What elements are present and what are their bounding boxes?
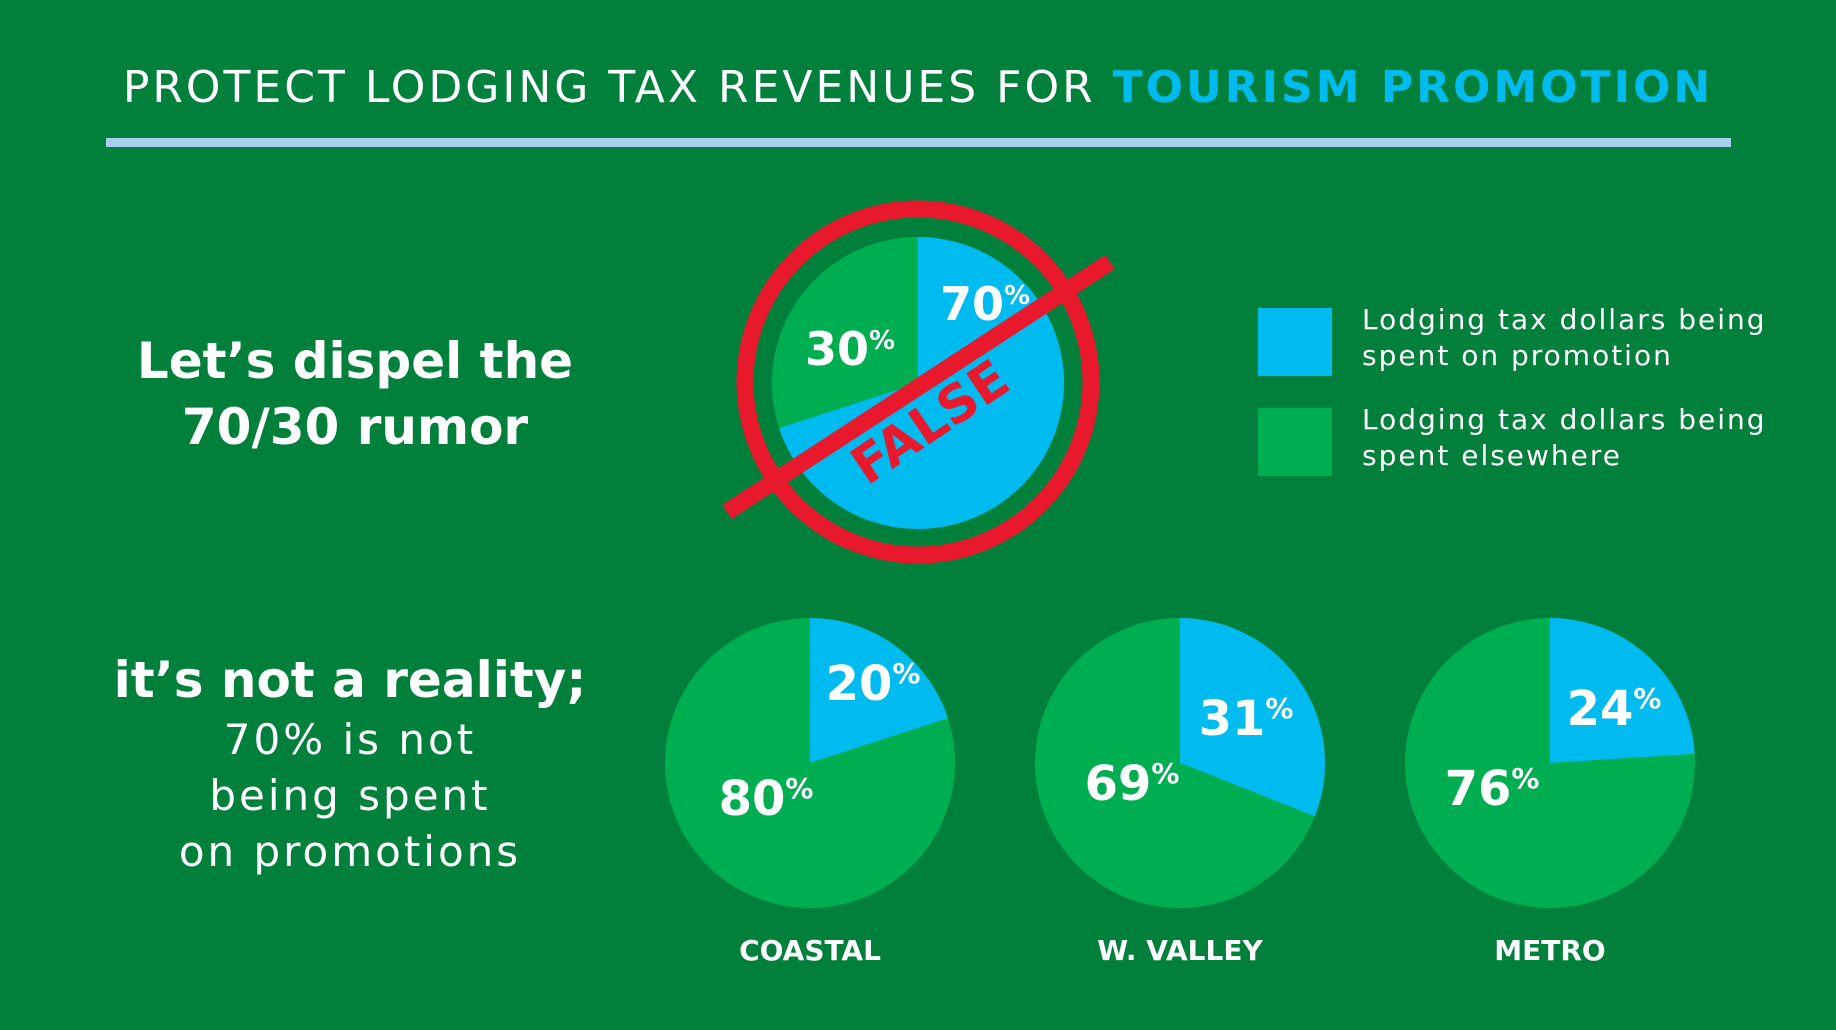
pie-title: COASTAL [739,934,881,967]
subtext-line-1: 70% is not [223,715,477,764]
legend-swatch-elsewhere [1258,408,1332,476]
legend-promotion-line-1: Lodging tax dollars being [1362,303,1767,336]
title-accent: TOURISM PROMOTION [1112,62,1714,113]
title-divider [106,138,1731,147]
slice-label-promotion: 31% [1199,691,1294,747]
page-title: PROTECT LODGING TAX REVENUES FOR TOURISM… [0,62,1836,113]
pie-w-valley: 31%69%W. VALLEY [1035,618,1325,967]
pie-metro: 24%76%METRO [1405,617,1696,967]
pie-slice-elsewhere [1035,618,1315,908]
stamp-slash [722,254,1115,520]
pie-coastal: 20%80%COASTAL [665,618,955,967]
stamp-ring [736,200,1100,564]
pie-title: METRO [1494,934,1605,967]
legend-label-promotion: Lodging tax dollars being spent on promo… [1362,302,1802,374]
pie-slice-elsewhere [771,237,918,429]
pie-slice-promotion [1550,618,1695,763]
pie-slice-elsewhere [665,618,955,908]
title-plain: PROTECT LODGING TAX REVENUES FOR [122,62,1113,113]
legend-label-elsewhere: Lodging tax dollars being spent elsewher… [1362,402,1802,474]
pie-slice-promotion [810,618,948,763]
headline-line-1: Let’s dispel the [136,332,574,390]
legend: Lodging tax dollars being spent on promo… [1258,302,1818,502]
headline: Let’s dispel the 70/30 rumor [100,328,610,460]
legend-elsewhere-line-2: spent elsewhere [1362,439,1623,472]
subtext-line-2: being spent [209,771,491,820]
subtext: it’s not a reality; 70% is not being spe… [80,648,620,880]
pie-title: W. VALLEY [1097,934,1263,967]
slice-label-promotion: 20% [826,656,921,712]
legend-item-elsewhere: Lodging tax dollars being spent elsewher… [1258,402,1818,476]
headline-line-2: 70/30 rumor [181,398,529,456]
legend-item-promotion: Lodging tax dollars being spent on promo… [1258,302,1818,376]
pie-slice-promotion [1180,618,1325,817]
subtext-strong: it’s not a reality; [113,651,587,709]
legend-swatch-promotion [1258,308,1332,376]
pie-slice-elsewhere [1405,617,1696,908]
legend-promotion-line-2: spent on promotion [1362,339,1673,372]
subtext-line-3: on promotions [178,827,522,876]
legend-elsewhere-line-1: Lodging tax dollars being [1362,403,1767,436]
